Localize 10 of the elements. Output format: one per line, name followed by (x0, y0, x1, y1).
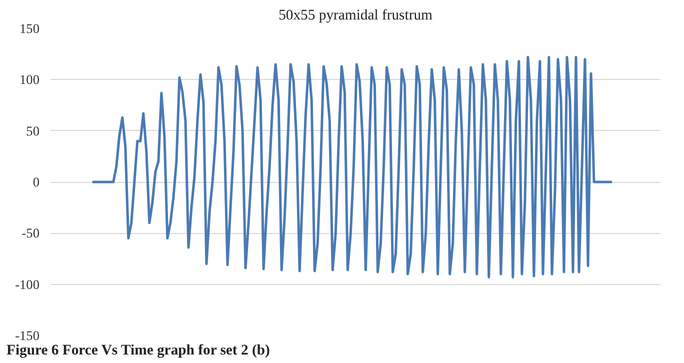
y-tick-label: 100 (20, 72, 40, 88)
y-tick-label: 150 (20, 21, 40, 36)
y-tick-label: -50 (22, 226, 40, 241)
line-series (91, 56, 614, 278)
y-tick-label: 0 (32, 174, 40, 190)
chart-title: 50x55 pyramidal frustrum (278, 8, 434, 24)
y-tick-label: -100 (15, 276, 40, 292)
y-tick-label: 50 (26, 123, 40, 138)
caption: Figure 6 Force Vs Time graph for set 2 (b) (6, 342, 270, 358)
y-tick-label: -150 (15, 328, 40, 343)
